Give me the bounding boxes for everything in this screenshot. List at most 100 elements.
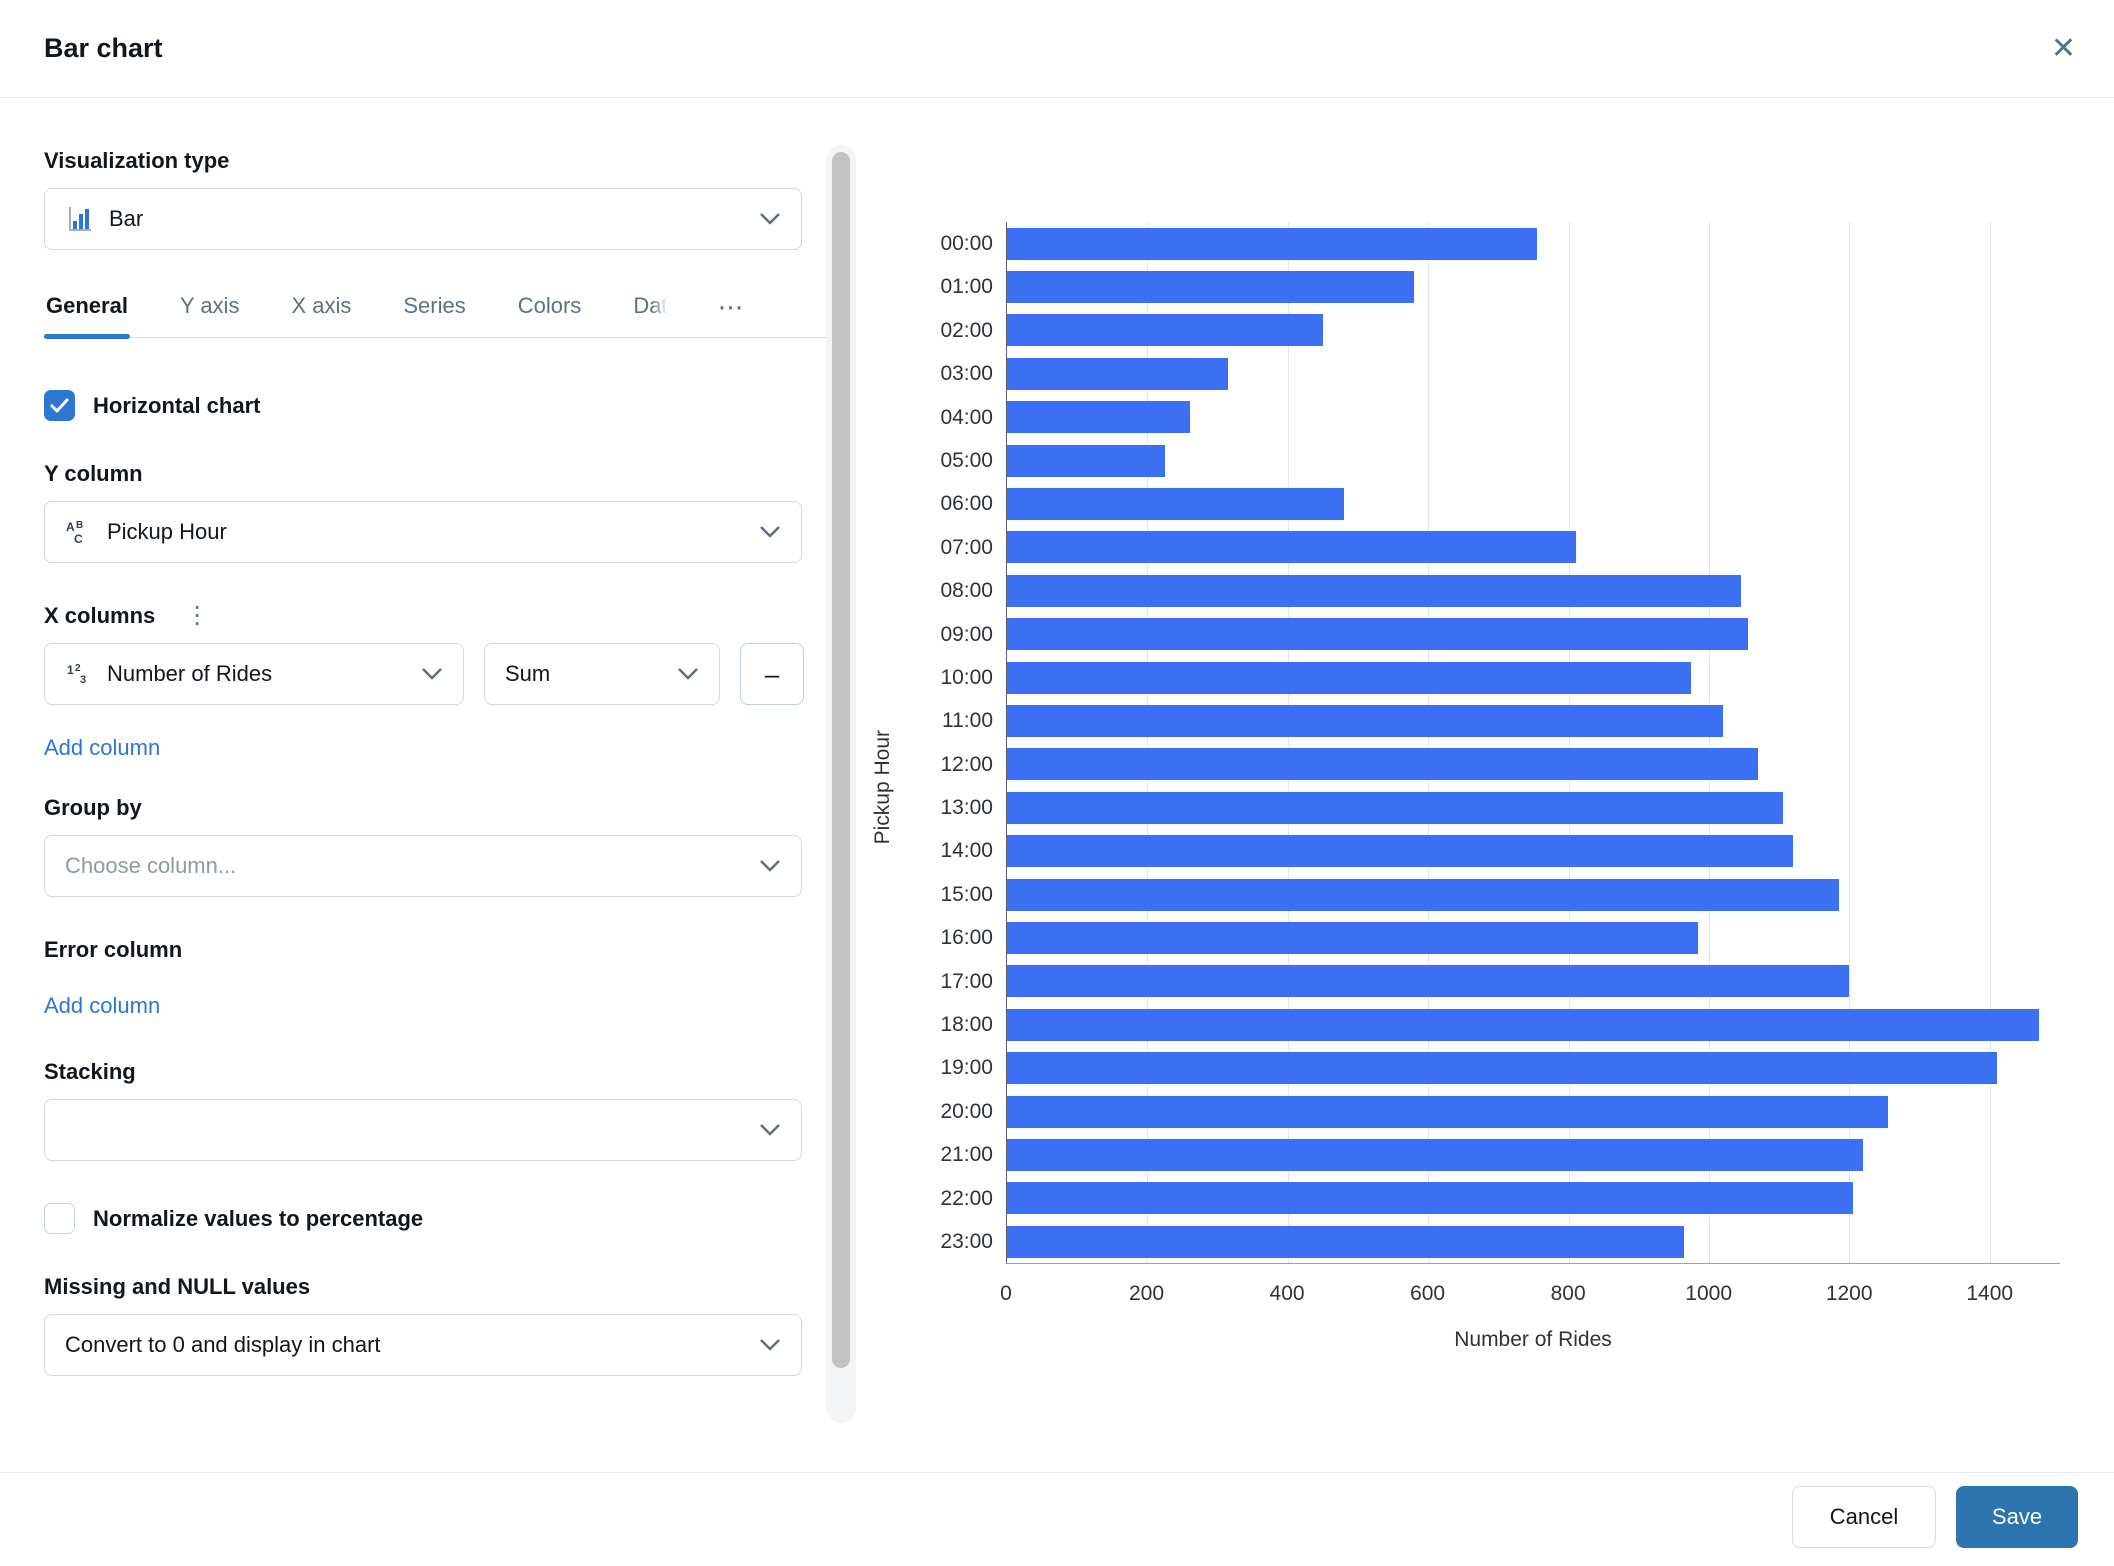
bar-21:00[interactable] (1007, 1138, 1864, 1171)
bar-row (1007, 352, 2060, 395)
bar-16:00[interactable] (1007, 921, 1699, 954)
bar-08:00[interactable] (1007, 574, 1741, 607)
bar-11:00[interactable] (1007, 704, 1724, 737)
bar-row (1007, 829, 2060, 872)
tab-general[interactable]: General (44, 293, 130, 339)
bar-row (1007, 439, 2060, 482)
y-tick-label: 09:00 (940, 622, 993, 646)
y-column-select[interactable]: A B C Pickup Hour (44, 501, 802, 563)
y-tick-label: 21:00 (940, 1143, 993, 1167)
tab-dat[interactable]: Dat (633, 293, 668, 318)
gridline (1709, 222, 1710, 1263)
visualization-type-value: Bar (109, 206, 144, 231)
x-tick-label: 400 (1269, 1281, 1305, 1305)
plot-area (1006, 222, 2060, 1264)
chevron-down-icon (759, 1338, 781, 1352)
x-axis-ticks: 0 200 400 600 800 1000 1200 1400 (1000, 1281, 2060, 1312)
y-tick-label: 01:00 (940, 275, 993, 299)
bar-chart-icon (65, 204, 95, 234)
save-button[interactable]: Save (1956, 1485, 2078, 1548)
bar-12:00[interactable] (1007, 748, 1759, 781)
gridline (1568, 222, 1570, 1263)
y-tick-label: 13:00 (940, 796, 993, 820)
bar-05:00[interactable] (1007, 444, 1165, 477)
missing-null-label: Missing and NULL values (44, 1274, 311, 1299)
y-tick-label: 14:00 (940, 839, 993, 863)
gridline (1287, 222, 1289, 1263)
bar-09:00[interactable] (1007, 618, 1748, 651)
remove-column-button[interactable]: – (740, 643, 804, 705)
svg-text:3: 3 (80, 674, 86, 686)
x-tick-label: 1000 (1685, 1281, 1733, 1305)
bar-row (1007, 613, 2060, 656)
bar-14:00[interactable] (1007, 835, 1794, 868)
aggregation-select[interactable]: Sum (484, 643, 720, 705)
group-by-select[interactable]: Choose column... (44, 835, 802, 897)
dialog-header: Bar chart ✕ (0, 0, 2114, 98)
bar-10:00[interactable] (1007, 661, 1692, 694)
y-tick-label: 00:00 (940, 232, 993, 255)
bar-07:00[interactable] (1007, 531, 1576, 564)
y-axis-labels: 00:00 01:00 02:00 03:00 04:00 05:00 06:00 07:00… (906, 222, 1006, 1352)
cancel-button[interactable]: Cancel (1792, 1485, 1936, 1548)
y-tick-label: 02:00 (940, 318, 993, 342)
kebab-menu-icon[interactable]: ⋮ (185, 602, 210, 629)
bar-18:00[interactable] (1007, 1008, 2039, 1041)
bar-03:00[interactable] (1007, 357, 1229, 390)
add-x-column-link[interactable]: Add column (44, 735, 161, 760)
tab-colors[interactable]: Colors (517, 293, 582, 318)
horizontal-chart-checkbox[interactable] (44, 390, 75, 421)
string-type-icon: A B C (65, 518, 93, 546)
missing-null-select[interactable]: Convert to 0 and display in chart (44, 1314, 802, 1376)
bar-17:00[interactable] (1007, 965, 1850, 998)
bar-06:00[interactable] (1007, 488, 1344, 521)
x-tick-label: 600 (1410, 1281, 1446, 1305)
bar-row (1007, 1177, 2060, 1220)
x-column-select[interactable]: 1 2 3 Number of Rides (44, 643, 464, 705)
visualization-type-select[interactable]: Bar (44, 188, 802, 250)
tab-x-axis[interactable]: X axis (291, 293, 352, 318)
x-tick-label: 800 (1550, 1281, 1586, 1305)
bar-row (1007, 1090, 2060, 1133)
visualization-type-label: Visualization type (44, 148, 230, 173)
missing-null-value: Convert to 0 and display in chart (65, 1332, 381, 1357)
bar-13:00[interactable] (1007, 791, 1783, 824)
bar-04:00[interactable] (1007, 401, 1190, 434)
bar-02:00[interactable] (1007, 314, 1323, 347)
bar-20:00[interactable] (1007, 1095, 1888, 1128)
bar-22:00[interactable] (1007, 1182, 1853, 1215)
tab-series[interactable]: Series (403, 293, 466, 318)
bar-00:00[interactable] (1007, 227, 1537, 260)
panel-scrollbar-track[interactable] (826, 145, 856, 1423)
x-tick-label: 0 (1000, 1281, 1012, 1305)
close-icon[interactable]: ✕ (2050, 31, 2076, 65)
y-tick-label: 03:00 (940, 362, 993, 386)
svg-text:B: B (76, 520, 83, 531)
tabs-overflow-icon[interactable]: ⋯ (717, 292, 744, 322)
y-tick-label: 04:00 (940, 405, 993, 429)
bar-row (1007, 1046, 2060, 1089)
y-tick-label: 22:00 (940, 1186, 993, 1210)
stacking-select[interactable] (44, 1099, 802, 1161)
chart-preview: Pickup Hour 00:00 01:00 02:00 03:00 04:00 05:… (860, 98, 2114, 1472)
chevron-down-icon (759, 1123, 781, 1137)
number-type-icon: 1 2 3 (65, 660, 93, 688)
normalize-checkbox[interactable] (44, 1203, 75, 1234)
y-tick-label: 06:00 (940, 492, 993, 516)
add-error-column-link[interactable]: Add column (44, 993, 161, 1018)
tab-y-axis[interactable]: Y axis (179, 293, 240, 318)
missing-null-section: Missing and NULL values Convert to 0 and… (44, 1274, 860, 1376)
bar-01:00[interactable] (1007, 271, 1415, 304)
bar-19:00[interactable] (1007, 1052, 1997, 1085)
gridline (1147, 222, 1149, 1263)
x-columns-label: X columns (44, 603, 156, 628)
bar-23:00[interactable] (1007, 1225, 1685, 1258)
normalize-label: Normalize values to percentage (93, 1205, 424, 1231)
svg-text:A: A (66, 520, 75, 534)
y-tick-label: 23:00 (940, 1229, 993, 1253)
bar-15:00[interactable] (1007, 878, 1839, 911)
panel-scrollbar-thumb[interactable] (832, 152, 850, 1368)
y-tick-label: 10:00 (940, 665, 993, 689)
svg-text:C: C (74, 532, 83, 546)
y-column-label: Y column (44, 461, 143, 486)
